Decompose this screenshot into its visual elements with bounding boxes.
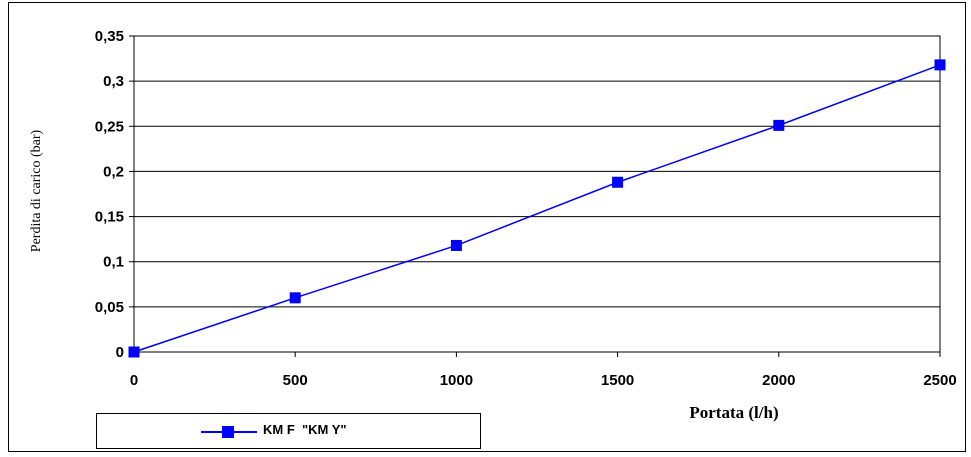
data-point — [289, 292, 301, 304]
legend-label: KM F "KM Y" — [263, 422, 347, 437]
grid-lines — [134, 35, 940, 353]
series-layer — [128, 59, 946, 358]
series-line — [133, 64, 941, 353]
data-point — [773, 119, 785, 131]
y-tick-label: 0 — [116, 344, 124, 361]
data-point — [450, 239, 462, 251]
x-tick-label: 2000 — [762, 372, 795, 389]
y-axis-label: Perdita di carico (bar) — [29, 129, 44, 252]
y-axis-ticks: 0 0,05 0,1 0,15 0,2 0,25 0,3 0,35 — [95, 28, 134, 361]
x-tick-label: 1500 — [601, 372, 634, 389]
x-axis-ticks: 0 500 1000 1500 2000 2500 — [130, 352, 957, 389]
x-tick-label: 1000 — [440, 372, 473, 389]
plot-area — [133, 35, 941, 353]
y-tick-label: 0,3 — [103, 73, 124, 90]
y-tick-label: 0,1 — [103, 254, 124, 271]
x-tick-label: 2500 — [923, 372, 956, 389]
x-tick-label: 0 — [130, 372, 138, 389]
y-tick-label: 0,35 — [95, 28, 124, 45]
x-tick-label: 500 — [283, 372, 308, 389]
legend-square-marker-icon — [222, 426, 234, 438]
x-axis-label: Portata (l/h) — [689, 403, 778, 422]
data-point — [612, 176, 624, 188]
data-point — [934, 59, 946, 71]
data-point — [128, 346, 140, 358]
y-tick-label: 0,2 — [103, 163, 124, 180]
y-tick-label: 0,25 — [95, 118, 124, 135]
legend: KM F "KM Y" — [96, 413, 481, 449]
y-tick-label: 0,15 — [95, 209, 124, 226]
chart-frame — [8, 2, 966, 452]
y-tick-label: 0,05 — [95, 299, 124, 316]
